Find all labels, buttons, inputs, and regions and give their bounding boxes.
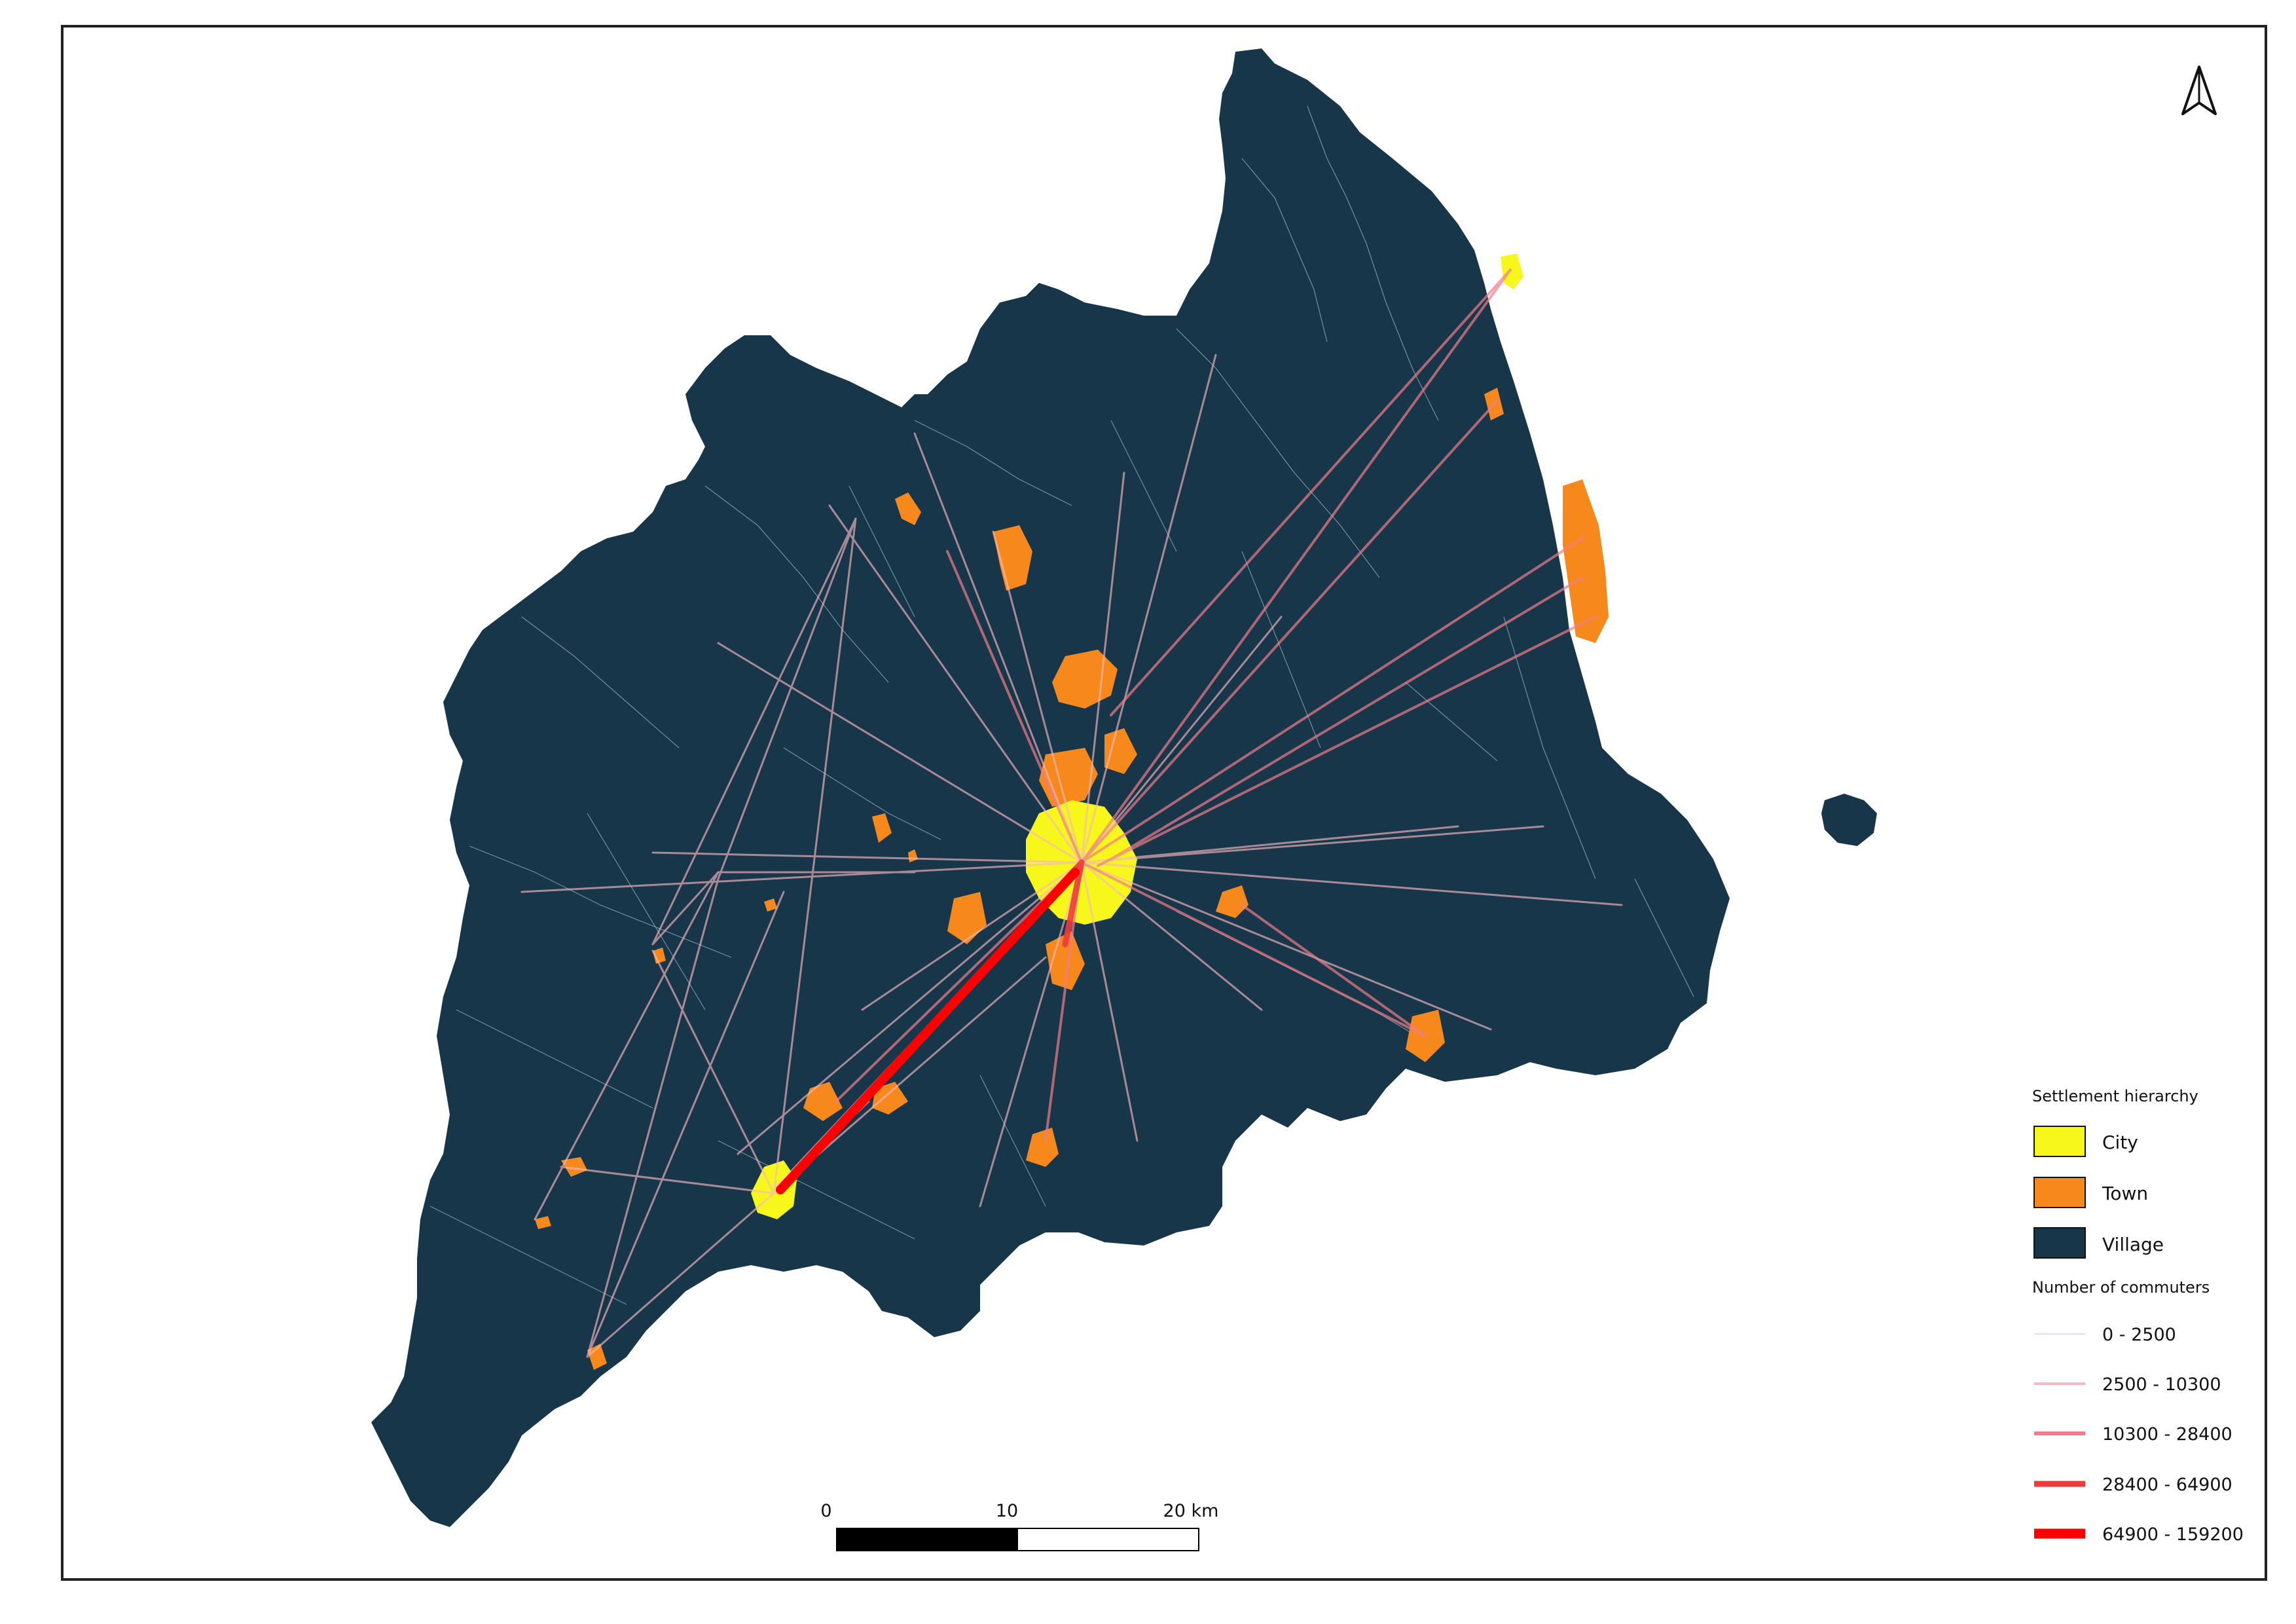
town-area [535, 1216, 551, 1229]
town-area [561, 1157, 587, 1177]
legend: Settlement hierarchy City Town Village N… [2032, 1087, 2244, 1545]
scale-label-10: 10 [996, 1501, 1018, 1521]
town-area [947, 892, 987, 944]
scale-segment-white [1017, 1528, 1199, 1551]
legend-swatch-village [2033, 1227, 2086, 1259]
town-area [895, 492, 921, 525]
town-area [1026, 1128, 1059, 1167]
village-region [371, 48, 1877, 1527]
commuter-flows [520, 268, 1623, 1358]
town-area [872, 1082, 908, 1115]
town-area [1052, 650, 1118, 709]
town-area [1104, 728, 1137, 774]
town-area [803, 1082, 843, 1121]
town-area [764, 898, 777, 912]
legend-swatch-town [2033, 1177, 2086, 1208]
town-area [993, 525, 1032, 591]
town-area [872, 813, 892, 843]
legend-label-village: Village [2102, 1234, 2164, 1255]
legend-label-town: Town [2102, 1183, 2148, 1204]
legend-label-class-2: 2500 - 10300 [2102, 1375, 2221, 1395]
map-canvas: Settlement hierarchy City Town Village N… [371, 48, 2244, 1551]
town-area [1046, 931, 1085, 990]
island-polygon [1821, 794, 1877, 846]
legend-swatch-city [2033, 1126, 2086, 1157]
town-area [1216, 885, 1248, 918]
north-arrow-icon [2181, 65, 2217, 115]
town-area [653, 948, 666, 964]
map-frame: Settlement hierarchy City Town Village N… [61, 25, 2267, 1581]
town-area [1563, 479, 1609, 643]
legend-label-class-5: 64900 - 159200 [2102, 1524, 2244, 1545]
town-area [587, 1344, 607, 1370]
scale-label-20: 20 km [1163, 1501, 1219, 1521]
legend-settlement-title: Settlement hierarchy [2032, 1087, 2198, 1105]
legend-label-class-1: 0 - 2500 [2102, 1325, 2176, 1345]
municipal-boundaries [429, 105, 1694, 1305]
scale-label-0: 0 [820, 1501, 831, 1521]
scale-bar: 0 10 20 km [820, 1501, 1218, 1551]
legend-label-class-4: 28400 - 64900 [2102, 1475, 2232, 1495]
legend-commuters-title: Number of commuters [2032, 1278, 2210, 1297]
city-area [1501, 253, 1523, 289]
legend-label-class-3: 10300 - 28400 [2102, 1424, 2232, 1445]
scale-segment-black [836, 1528, 1018, 1551]
legend-label-city: City [2102, 1132, 2138, 1153]
